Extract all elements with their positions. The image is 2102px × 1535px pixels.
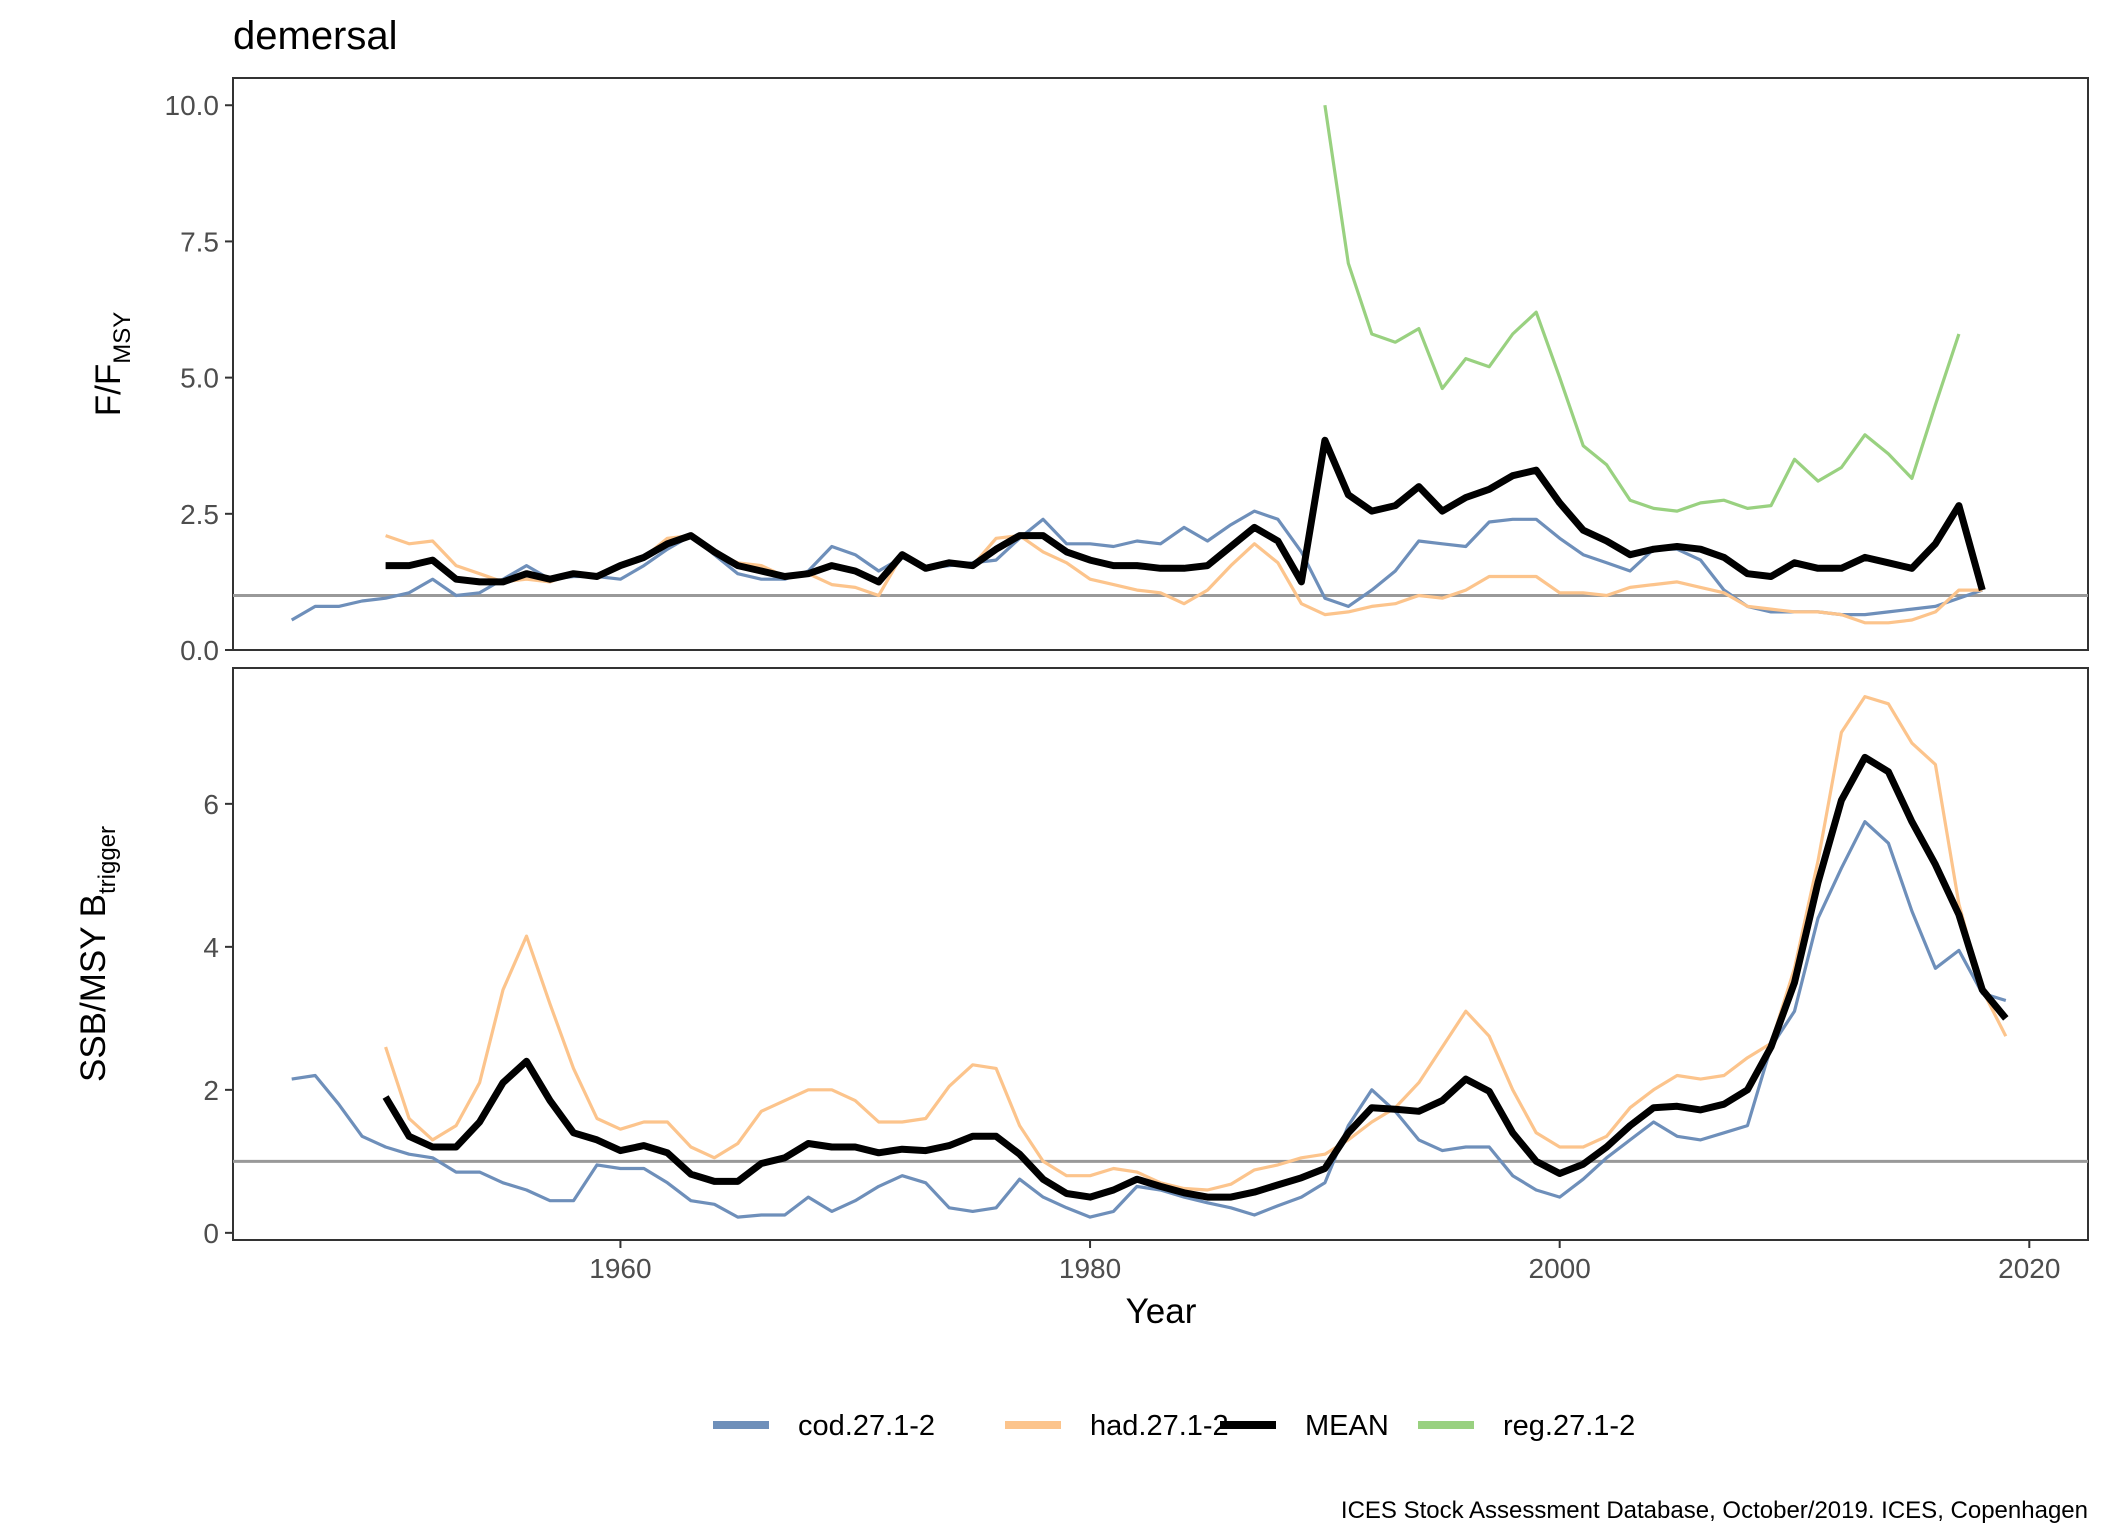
- y-tick-label: 2.5: [180, 499, 219, 530]
- y-tick-label: 0.0: [180, 635, 219, 666]
- series-line-cod-27-1-2: [291, 820, 2007, 1219]
- panel-border-1: [232, 77, 2089, 651]
- x-tick-label: 1980: [1059, 1253, 1121, 1284]
- y-tick-label: 6: [203, 789, 219, 820]
- y-tick-label: 0: [203, 1218, 219, 1249]
- f-fmsy-panel: 0.0 2.5 5.0 7.5 10.0 F/FMSY: [89, 77, 2089, 666]
- x-axis-label: Year: [1126, 1292, 1197, 1331]
- x-tick-label: 1960: [589, 1253, 651, 1284]
- series-line-reg-27-1-2: [1323, 104, 1961, 513]
- panel-border-2: [232, 667, 2089, 1241]
- legend-label: reg.27.1-2: [1503, 1410, 1635, 1442]
- legend-label: cod.27.1-2: [798, 1410, 935, 1442]
- legend-label: MEAN: [1305, 1410, 1389, 1442]
- legend-label: had.27.1-2: [1090, 1410, 1229, 1442]
- series-line-mean: [382, 753, 2009, 1201]
- legend: cod.27.1-2 had.27.1-2 MEAN reg.27.1-2: [713, 1410, 1635, 1442]
- y-axis-label-1: F/FMSY: [89, 312, 136, 417]
- y-tick-label: 4: [203, 932, 219, 963]
- y-axis-label-2: SSB/MSY Btrigger: [74, 826, 121, 1082]
- x-tick-label: 2000: [1529, 1253, 1591, 1284]
- y-tick-label: 2: [203, 1075, 219, 1106]
- source-caption: ICES Stock Assessment Database, October/…: [1341, 1497, 2088, 1524]
- series-line-had-27-1-2: [384, 694, 2008, 1192]
- chart-title: demersal: [233, 14, 398, 58]
- x-tick-label: 2020: [1998, 1253, 2060, 1284]
- y-tick-label: 7.5: [180, 226, 219, 257]
- y-tick-label: 5.0: [180, 363, 219, 394]
- ssb-msy-panel: 0 2 4 6 SSB/MSY Btrigger 1960 1980 2000 2020: [74, 667, 2089, 1284]
- series-line-mean: [385, 436, 1986, 592]
- y-tick-label: 10.0: [165, 90, 220, 121]
